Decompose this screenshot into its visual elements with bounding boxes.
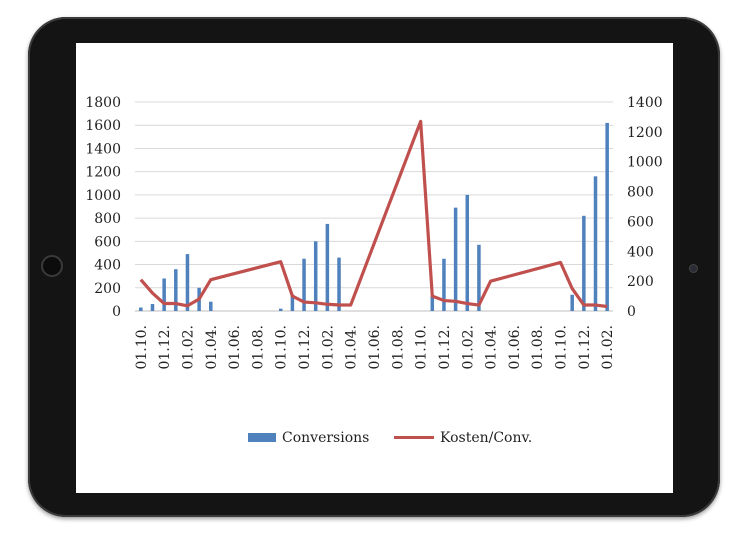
x-tick-label: 01.02.: [180, 325, 196, 370]
left-y-tick-label: 400: [94, 258, 121, 274]
bar-conversions: [290, 294, 295, 311]
combo-chart: 0 200 400 600 800 1000 1200 1400 1600 1800 0 200 40…: [85, 95, 663, 446]
left-y-tick-label: 1600: [85, 118, 121, 134]
bar-conversions: [162, 278, 166, 311]
bar-conversions: [313, 241, 318, 311]
line-kosten-conv: [139, 119, 608, 309]
bar-conversions: [593, 176, 598, 311]
line-series-kosten-conv: [139, 119, 608, 309]
legend-swatch-conversions: [248, 433, 276, 442]
x-tick-label: 01.02.: [600, 325, 616, 370]
x-tick-label: 01.08.: [250, 325, 266, 370]
x-tick-label: 01.04.: [204, 325, 220, 370]
x-tick-label: 01.12.: [157, 325, 173, 370]
x-tick-label: 01.02.: [320, 325, 336, 370]
right-y-tick-label: 1200: [627, 125, 663, 141]
x-tick-label: 01.02.: [460, 325, 476, 370]
bar-conversions: [325, 223, 330, 311]
bar-conversions: [150, 304, 155, 311]
bar-conversions: [442, 258, 446, 311]
right-y-tick-label: 600: [627, 214, 654, 230]
x-tick-label: 01.06.: [367, 325, 383, 370]
left-y-tick-label: 600: [94, 234, 121, 250]
bar-conversions: [582, 215, 586, 311]
x-tick-label: 01.06.: [227, 325, 243, 370]
x-tick-label: 01.12.: [297, 325, 313, 370]
left-y-tick-label: 0: [112, 304, 121, 320]
legend-label-kosten-conv: Kosten/Conv.: [440, 430, 532, 446]
bar-conversions: [174, 269, 178, 311]
bar-series-conversions: [139, 122, 609, 312]
x-tick-label: 01.08.: [530, 325, 546, 370]
x-tick-label: 01.04.: [484, 325, 500, 370]
tablet-screen: 0 200 400 600 800 1000 1200 1400 1600 1800 0 200 40…: [76, 43, 673, 493]
right-y-tick-label: 1000: [627, 155, 663, 171]
right-y-tick-label: 200: [627, 274, 654, 290]
x-tick-label: 01.10.: [274, 325, 290, 370]
bar-conversions: [570, 294, 574, 311]
bar-conversions: [337, 257, 341, 311]
bar-conversions: [209, 301, 213, 311]
x-tick-label: 01.10.: [134, 325, 150, 370]
x-axis: 01.10. 01.12. 01.02. 01.04. 01.06. 01.08. 01.1…: [134, 325, 616, 370]
left-y-tick-label: 1200: [85, 165, 121, 181]
legend: Conversions Kosten/Conv.: [248, 430, 532, 446]
tablet-frame: 0 200 400 600 800 1000 1200 1400 1600 1800 0 200 40…: [28, 17, 720, 517]
bar-conversions: [302, 258, 306, 311]
bar-conversions: [477, 244, 481, 311]
x-tick-label: 01.12.: [437, 325, 453, 370]
x-tick-label: 01.08.: [390, 325, 406, 370]
bar-conversions: [185, 254, 190, 311]
right-y-tick-label: 1400: [627, 95, 663, 111]
x-tick-label: 01.10.: [554, 325, 570, 370]
left-y-tick-label: 200: [94, 281, 121, 297]
camera-icon: [689, 264, 698, 273]
right-y-tick-label: 800: [627, 185, 654, 201]
bar-conversions: [605, 122, 609, 312]
home-button[interactable]: [41, 255, 63, 277]
left-y-tick-label: 1800: [85, 95, 121, 111]
right-y-tick-label: 0: [627, 304, 636, 320]
left-y-tick-label: 1400: [85, 141, 121, 157]
bar-conversions: [465, 194, 470, 311]
right-y-axis: 0 200 400 600 800 1000 1200 1400: [627, 95, 663, 320]
bar-conversions: [430, 295, 435, 311]
x-tick-label: 01.06.: [507, 325, 523, 370]
legend-label-conversions: Conversions: [282, 430, 369, 446]
left-y-axis: 0 200 400 600 800 1000 1200 1400 1600 1800: [85, 95, 121, 320]
x-tick-label: 01.10.: [414, 325, 430, 370]
right-y-tick-label: 400: [627, 244, 654, 260]
left-y-tick-label: 800: [94, 211, 121, 227]
bar-conversions: [453, 207, 458, 311]
bar-conversions: [139, 307, 143, 311]
bar-conversions: [278, 308, 283, 311]
x-tick-label: 01.04.: [344, 325, 360, 370]
x-tick-label: 01.12.: [577, 325, 593, 370]
gridlines: [135, 101, 613, 312]
left-y-tick-label: 1000: [85, 188, 121, 204]
